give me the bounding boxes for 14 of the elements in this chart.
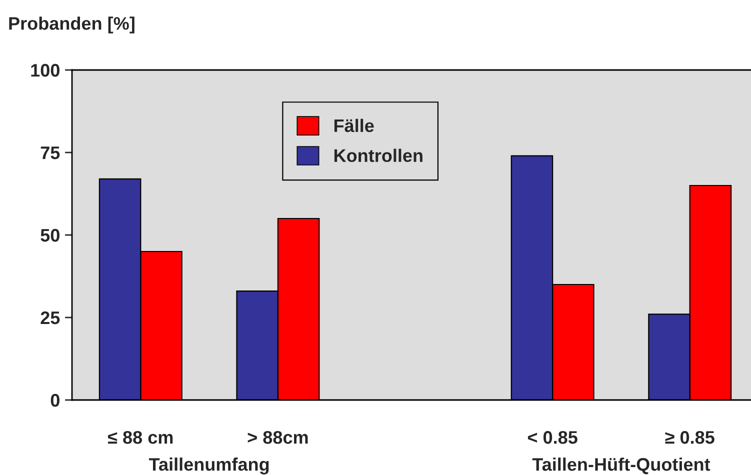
- text: Taillenumfang: [148, 458, 269, 474]
- legend-label: Fälle: [334, 118, 374, 132]
- y-tick-label: 75: [40, 146, 60, 160]
- legend-label: Kontrollen: [334, 148, 422, 162]
- y-tick-label: 0: [50, 394, 60, 407]
- x-tick-label: > 88cm: [248, 431, 308, 444]
- text: Taillen-Hüft-Quotient: [532, 458, 710, 474]
- x-tick-label: ≥ 0.85: [665, 431, 714, 444]
- y-tick-label: 100: [31, 64, 60, 77]
- y-tick-label: 50: [40, 228, 60, 242]
- y-tick-label: 25: [40, 311, 60, 324]
- x-tick-label: < 0.85: [528, 431, 578, 444]
- y-axis-title: Probanden [%]: [9, 16, 134, 34]
- x-tick-label: ≤ 88 cm: [108, 431, 173, 444]
